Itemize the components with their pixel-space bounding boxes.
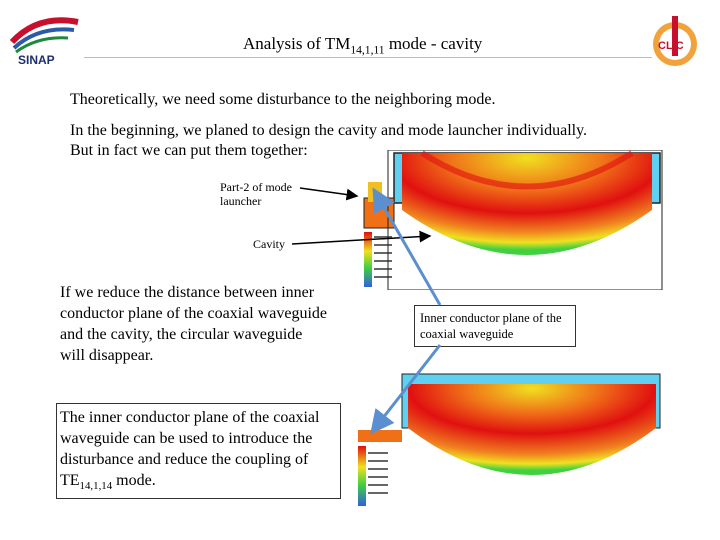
intro-line-2: In the beginning, we planed to design th… [70, 122, 588, 139]
reduce-distance-text: If we reduce the distance between inner … [60, 284, 327, 364]
sinap-logo-text: SINAP [18, 53, 55, 67]
inner-conductor-callout-box [414, 305, 576, 347]
cavity-field-simulation-bottom [358, 373, 661, 506]
inner-conductor-textbox [56, 403, 341, 499]
page-title: Analysis of TM14,1,11 mode - cavity [243, 34, 483, 57]
cavity-field-simulation-top [363, 150, 663, 290]
intro-line-3: But in fact we can put them together: [70, 142, 308, 159]
title-divider [84, 57, 652, 58]
inner-conductor-text: The inner conductor plane of the coaxial… [60, 409, 320, 493]
inner-conductor-callout-text: Inner conductor plane of the coaxial wav… [420, 311, 562, 341]
label-part2-mode-launcher: Part-2 of mode launcher [220, 180, 292, 208]
clic-logo-text: CLIC [658, 40, 684, 52]
intro-line-1: Theoretically, we need some disturbance … [70, 91, 496, 108]
label-cavity: Cavity [253, 237, 285, 251]
sinap-logo: SINAP [9, 17, 79, 67]
clic-logo: CLIC [653, 16, 697, 66]
